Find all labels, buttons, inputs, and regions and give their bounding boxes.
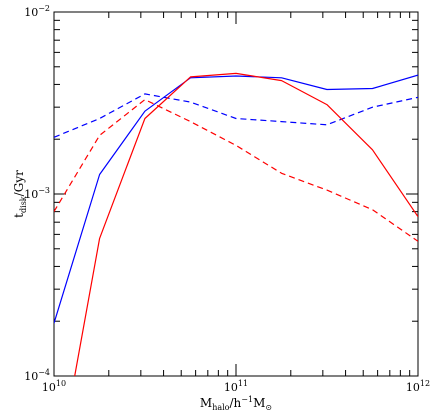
y-axis-label: tdisk/Gyr xyxy=(12,170,28,218)
y-tick-label: 10−2 xyxy=(24,4,50,19)
x-label-sub2: ⊙ xyxy=(265,403,272,412)
y-tick-mantissa: 10 xyxy=(24,188,38,201)
y-tick-mantissa: 10 xyxy=(24,370,38,383)
series-line-4-dashed xyxy=(54,98,418,242)
x-label-rest: /h xyxy=(230,396,242,410)
x-tick-label: 1012 xyxy=(406,379,430,394)
y-tick-exponent: −2 xyxy=(38,4,50,13)
y-tick-mantissa: 10 xyxy=(24,6,38,19)
x-tick-mantissa: 10 xyxy=(42,381,56,394)
y-tick-label: 10−4 xyxy=(24,368,50,383)
x-label-main: M xyxy=(200,396,212,410)
series-line-3-solid xyxy=(74,72,418,376)
y-tick-label: 10−3 xyxy=(24,186,50,201)
y-tick-exponent: −4 xyxy=(38,368,50,377)
x-tick-exponent: 11 xyxy=(238,379,248,388)
series-layer xyxy=(54,72,418,376)
x-tick-exponent: 12 xyxy=(420,379,430,388)
x-tick-mantissa: 10 xyxy=(224,381,238,394)
axis-ticks xyxy=(53,11,419,377)
x-tick-mantissa: 10 xyxy=(406,381,420,394)
x-label-sub: halo xyxy=(212,403,229,412)
x-label-sup: −1 xyxy=(241,395,253,404)
x-tick-exponent: 10 xyxy=(56,379,66,388)
y-tick-exponent: −3 xyxy=(38,186,50,195)
plot-frame xyxy=(53,11,419,377)
series-line-1-solid xyxy=(54,74,418,324)
x-axis-label: Mhalo/h−1M⊙ xyxy=(200,395,272,412)
y-label-main: t xyxy=(12,213,26,218)
series-group xyxy=(54,72,418,376)
y-label-rest: /Gyr xyxy=(12,170,26,196)
y-label-sub: disk xyxy=(19,196,28,213)
x-tick-label: 1011 xyxy=(224,379,248,394)
series-line-2-dashed xyxy=(54,93,418,138)
x-label-rest2: M xyxy=(253,396,265,410)
x-tick-label: 1010 xyxy=(42,379,66,394)
